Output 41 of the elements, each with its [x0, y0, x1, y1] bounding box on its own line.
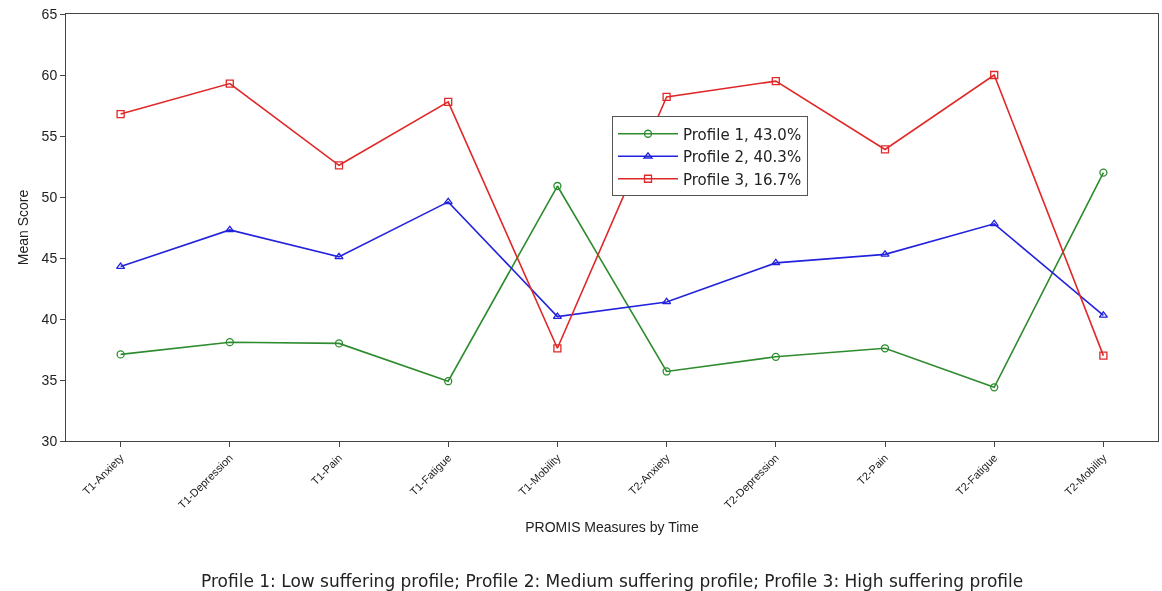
point [662, 367, 671, 376]
y-tick-label: 30 [41, 432, 58, 449]
point [880, 250, 890, 257]
y-tick-label: 40 [41, 310, 58, 327]
y-tick-label: 50 [41, 188, 58, 205]
point [661, 297, 672, 305]
x-axis-title: PROMIS Measures by Time [525, 519, 699, 536]
y-tick-label: 35 [41, 371, 58, 388]
point [880, 145, 890, 154]
point [225, 338, 234, 347]
point [771, 76, 780, 86]
point [225, 79, 234, 88]
point [990, 70, 999, 80]
point [990, 383, 999, 392]
point [444, 97, 453, 106]
point [334, 252, 344, 260]
legend-label: Profile 1, 43.0% [683, 125, 802, 144]
point [116, 109, 125, 119]
point [1099, 168, 1108, 177]
point [553, 344, 562, 353]
y-tick-label: 55 [41, 127, 58, 144]
y-tick-label: 45 [41, 249, 58, 266]
point [444, 377, 453, 386]
point [662, 92, 671, 102]
legend-label: Profile 3, 16.7% [683, 170, 802, 189]
y-axis-title: Mean Score [15, 189, 31, 266]
point [225, 225, 235, 233]
point [989, 219, 999, 227]
legend-label: Profile 2, 40.3% [683, 148, 802, 167]
point [116, 350, 125, 359]
y-tick-label: 65 [41, 5, 58, 22]
y-tick-label: 60 [41, 66, 58, 83]
point [771, 352, 780, 361]
point [771, 258, 781, 266]
point [553, 181, 562, 191]
point [334, 339, 344, 348]
point [334, 161, 344, 170]
text: Profile 1: Low suffering profile; Profile 2: Medium suffering profile; Profile 3: High suffering profile [201, 571, 1024, 591]
point [443, 197, 453, 205]
point [880, 344, 890, 353]
point [1099, 351, 1108, 360]
